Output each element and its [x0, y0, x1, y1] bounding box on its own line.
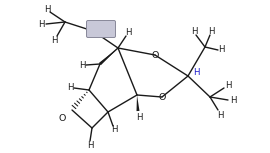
FancyBboxPatch shape	[86, 21, 116, 37]
Text: H: H	[225, 80, 231, 90]
Text: O: O	[158, 93, 166, 101]
Text: H: H	[51, 35, 57, 45]
Text: H: H	[230, 95, 236, 104]
Text: H: H	[218, 45, 224, 54]
Text: Abs: Abs	[92, 24, 110, 34]
Text: H: H	[136, 112, 142, 121]
Text: H: H	[208, 26, 214, 35]
Text: H: H	[79, 60, 85, 69]
Text: O: O	[58, 114, 66, 123]
Text: H: H	[217, 110, 223, 119]
Text: H: H	[87, 140, 93, 149]
Text: H: H	[38, 19, 44, 28]
Text: H: H	[44, 4, 50, 13]
Text: H: H	[67, 82, 73, 91]
Polygon shape	[137, 95, 140, 111]
Text: H: H	[125, 28, 131, 37]
Text: O: O	[151, 50, 159, 60]
Text: H: H	[193, 67, 199, 76]
Text: H: H	[191, 26, 197, 35]
Polygon shape	[99, 48, 118, 65]
Text: H: H	[111, 125, 117, 134]
